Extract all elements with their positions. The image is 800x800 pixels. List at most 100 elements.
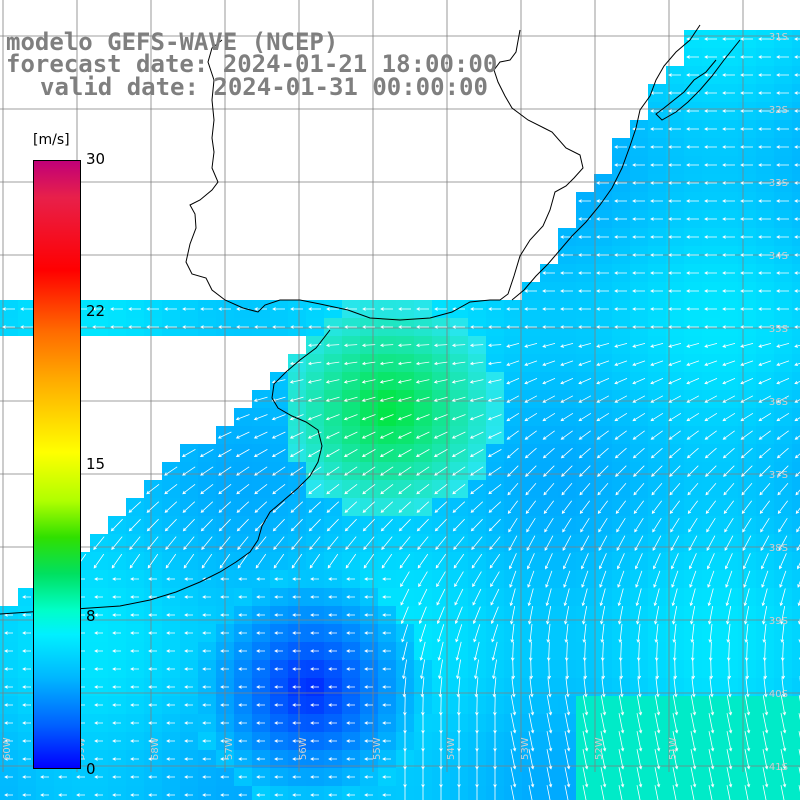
wind-vector-arrow (184, 721, 193, 725)
wind-vector-arrow (670, 535, 680, 552)
wind-vector-arrow (274, 793, 283, 797)
wind-vector-arrow (274, 739, 283, 743)
wind-vector-arrow (22, 667, 31, 671)
wind-vector-arrow (344, 501, 358, 513)
wind-vector-arrow (274, 649, 283, 653)
wind-vector-arrow (704, 325, 717, 329)
wind-vector-arrow (364, 685, 373, 689)
wind-vector-arrow (364, 757, 373, 761)
wind-vector-arrow (776, 307, 789, 311)
wind-vector-arrow (650, 343, 664, 348)
wind-vector-arrow (434, 483, 448, 495)
wind-vector-arrow (758, 37, 771, 41)
wind-vector-arrow (435, 536, 447, 551)
wind-vector-arrow (40, 775, 49, 779)
title-model: modelo GEFS-WAVE (NCEP) (6, 28, 339, 56)
wind-vector-arrow (490, 588, 500, 606)
wind-vector-arrow (290, 518, 303, 532)
wind-vector-arrow (759, 465, 771, 477)
wind-speed-cell (162, 786, 180, 800)
wind-vector-arrow (619, 659, 624, 680)
wind-vector-arrow (704, 37, 717, 41)
latitude-label: 40S (769, 689, 788, 700)
wind-vector-arrow (527, 588, 534, 607)
wind-vector-arrow (346, 649, 355, 653)
wind-vector-arrow (344, 518, 357, 532)
colorbar-unit: [m/s] (33, 132, 70, 148)
wind-vector-arrow (184, 631, 193, 635)
wind-speed-cell (18, 786, 36, 800)
wind-speed-cell (792, 462, 800, 480)
wind-vector-arrow (148, 613, 157, 617)
wind-vector-arrow (797, 562, 800, 570)
wind-vector-arrow (451, 396, 466, 402)
wind-vector-arrow (724, 535, 734, 552)
wind-vector-arrow (433, 449, 448, 458)
wind-vector-arrow (182, 518, 195, 532)
wind-vector-arrow (741, 482, 753, 496)
wind-vector-arrow (22, 649, 31, 653)
wind-vector-arrow (456, 659, 461, 680)
wind-vector-arrow (308, 483, 322, 495)
wind-vector-arrow (510, 731, 517, 752)
wind-vector-arrow (671, 588, 678, 607)
wind-vector-arrow (740, 271, 753, 275)
wind-vector-arrow (780, 731, 787, 752)
wind-vector-arrow (489, 536, 501, 551)
wind-vector-arrow (344, 466, 358, 476)
wind-vector-arrow (488, 466, 502, 476)
wind-vector-arrow (494, 785, 496, 800)
wind-vector-arrow (271, 414, 286, 421)
wind-vector-arrow (686, 395, 700, 403)
wind-vector-arrow (166, 685, 175, 689)
wind-vector-arrow (546, 731, 553, 752)
wind-vector-arrow (744, 767, 751, 788)
wind-vector-arrow (740, 217, 753, 221)
wind-vector-arrow (292, 631, 301, 635)
wind-vector-arrow (578, 343, 592, 348)
wind-vector-arrow (364, 577, 373, 581)
wind-vector-arrow (618, 713, 625, 734)
wind-vector-arrow (704, 235, 717, 239)
wind-vector-arrow (326, 483, 340, 495)
wind-speed-cell (198, 786, 216, 800)
wind-vector-arrow (94, 631, 103, 635)
wind-vector-arrow (564, 606, 570, 625)
wind-vector-arrow (794, 181, 800, 185)
wind-vector-arrow (94, 775, 103, 779)
wind-vector-arrow (364, 739, 373, 743)
wind-speed-cell (792, 570, 800, 588)
wind-vector-arrow (599, 570, 607, 588)
wind-vector-arrow (545, 570, 553, 588)
wind-vector-arrow (328, 721, 337, 725)
wind-vector-arrow (438, 659, 443, 680)
wind-vector-arrow (740, 307, 753, 311)
latitude-label: 32S (769, 105, 788, 116)
wind-vector-arrow (581, 588, 588, 607)
wind-vector-arrow (451, 343, 466, 348)
wind-vector-arrow (434, 466, 448, 476)
wind-vector-arrow (328, 685, 337, 689)
wind-vector-arrow (506, 378, 520, 385)
wind-vector-arrow (528, 749, 535, 770)
wind-vector-arrow (650, 163, 663, 167)
wind-vector-arrow (451, 379, 466, 384)
wind-vector-arrow (469, 379, 484, 384)
wind-vector-arrow (616, 517, 626, 533)
wind-vector-arrow (328, 793, 337, 797)
wind-vector-arrow (794, 417, 800, 422)
wind-vector-arrow (599, 553, 607, 570)
wind-vector-arrow (397, 343, 412, 348)
wind-vector-arrow (672, 785, 677, 800)
wind-vector-arrow (668, 127, 681, 131)
wind-vector-arrow (146, 483, 160, 495)
wind-vector-arrow (200, 518, 213, 532)
wind-vector-arrow (596, 447, 609, 459)
wind-vector-arrow (758, 217, 771, 221)
wind-vector-arrow (776, 289, 789, 293)
wind-vector-arrow (362, 483, 376, 495)
wind-vector-arrow (220, 577, 229, 581)
wind-vector-arrow (795, 507, 800, 514)
wind-vector-arrow (524, 360, 538, 366)
wind-vector-arrow (668, 145, 681, 149)
